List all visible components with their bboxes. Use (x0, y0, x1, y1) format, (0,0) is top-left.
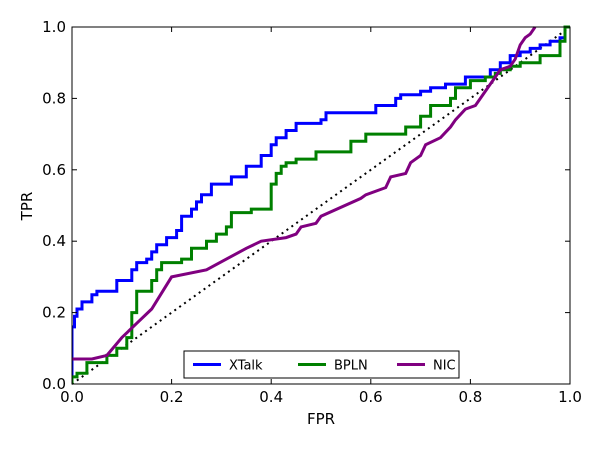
x-tick-label: 0.2 (160, 388, 184, 406)
x-tick-label: 1.0 (558, 388, 582, 406)
legend-label-xtalk: XTalk (229, 359, 263, 374)
y-tick-label: 0.6 (42, 161, 66, 179)
y-axis-label: TPR (18, 192, 36, 222)
y-tick-label: 0.2 (42, 304, 66, 322)
x-tick-label: 0.6 (359, 388, 383, 406)
series-line-xtalk (72, 25, 570, 384)
plot-area (72, 25, 571, 385)
plot-frame (71, 26, 571, 385)
legend-label-nic: NIC (433, 359, 456, 374)
legend: XTalk BPLN NIC (183, 350, 460, 379)
series-line-nic (72, 26, 537, 361)
x-tick-label: 0.0 (60, 388, 84, 406)
axes: 0.0 0.2 0.4 0.6 0.8 1.0 0.0 0.2 0.4 0.6 0.8 1.0 (42, 18, 582, 406)
y-tick-label: 1.0 (42, 18, 66, 36)
x-tick-label: 0.4 (259, 388, 283, 406)
reference-diagonal-line (72, 26, 571, 385)
x-axis-label: FPR (307, 410, 335, 428)
y-tick-label: 0.8 (42, 89, 66, 107)
legend-label-bpln: BPLN (334, 359, 368, 374)
y-tick-label: 0.0 (42, 375, 66, 393)
y-tick-label: 0.4 (42, 232, 66, 250)
x-tick-label: 0.8 (458, 388, 482, 406)
